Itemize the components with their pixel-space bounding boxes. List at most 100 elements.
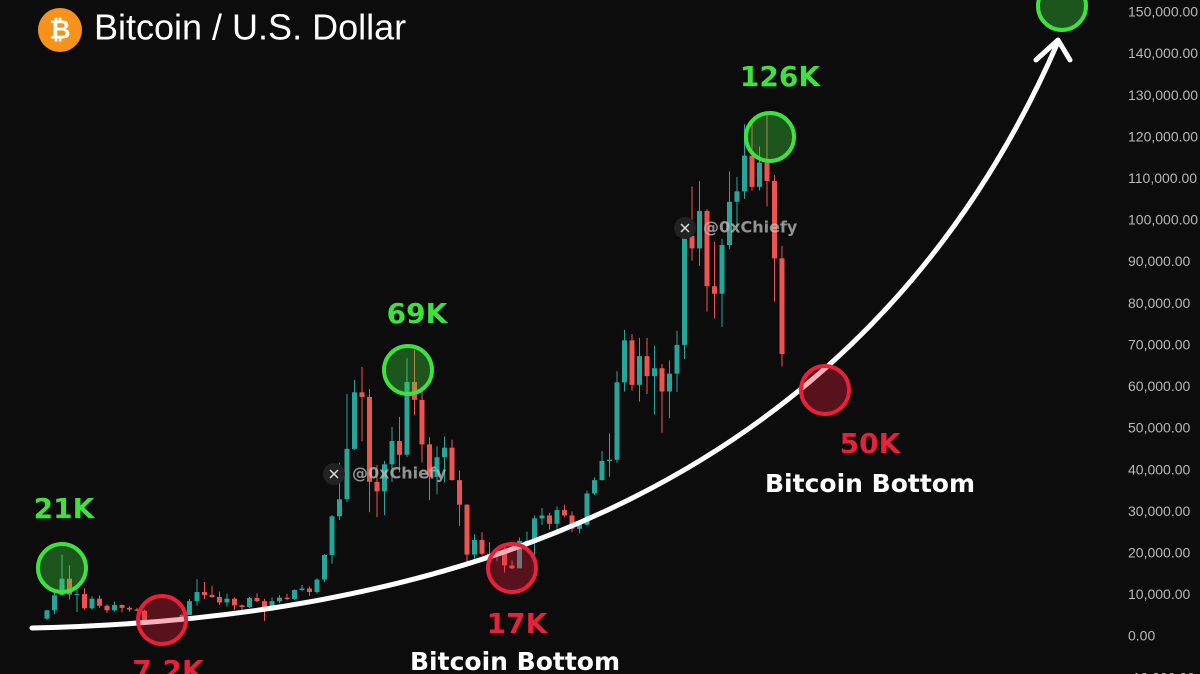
- candle-body: [727, 201, 732, 246]
- candle-body: [404, 381, 410, 455]
- candle-body: [239, 605, 245, 608]
- arrow-head: [1033, 37, 1073, 63]
- y-tick-label: 20,000.00: [1128, 544, 1190, 560]
- candle-body: [284, 597, 290, 599]
- x-icon-glyph: [329, 469, 339, 479]
- candle-body: [554, 510, 560, 524]
- candle-body: [547, 515, 552, 524]
- candle-body: [382, 464, 387, 492]
- candle-body: [202, 592, 207, 595]
- candle-body: [209, 594, 215, 598]
- candle-body: [134, 609, 140, 611]
- candle-body: [644, 356, 650, 377]
- candle-body: [52, 595, 57, 611]
- candle-body: [389, 441, 395, 465]
- candle-body: [217, 597, 222, 603]
- annotations: 21K 7.2K 69K 17K 126K 50K Bitcoin Bottom Bitcoi…: [34, 0, 1088, 674]
- candle-body: [742, 155, 747, 192]
- candle-body: [232, 598, 237, 606]
- candle-body: [667, 373, 672, 392]
- candle-body: [449, 447, 455, 481]
- candle-body: [262, 601, 267, 611]
- candle-body: [314, 579, 320, 593]
- candle-body: [187, 601, 192, 615]
- y-tick-label: 80,000.00: [1128, 295, 1190, 311]
- highlight-circle: [486, 542, 538, 594]
- logo: ₿: [49, 16, 70, 46]
- y-tick-label: 60,000.00: [1128, 378, 1190, 394]
- candle-body: [82, 594, 87, 609]
- candle-body: [779, 258, 785, 355]
- candle-body: [502, 551, 507, 566]
- y-tick-label: 90,000.00: [1128, 253, 1190, 269]
- y-tick-label: 110,000.00: [1128, 170, 1197, 186]
- candle-body: [67, 578, 72, 595]
- y-tick-label: 50,000.00: [1128, 420, 1190, 436]
- watermark: @0xChiefy: [352, 464, 447, 483]
- candle-body: [307, 588, 312, 593]
- candle-body: [112, 604, 117, 611]
- annotation: 126K: [740, 60, 821, 93]
- annotation: Bitcoin Bottom: [410, 647, 620, 674]
- annotation: Bitcoin Bottom: [765, 469, 975, 498]
- highlight-circle: [136, 594, 188, 646]
- candle-body: [119, 604, 125, 608]
- candle-body: [637, 356, 642, 385]
- candle-body: [464, 504, 470, 555]
- y-tick-label: 0.00: [1128, 628, 1155, 644]
- candle-body: [397, 441, 402, 455]
- x-icon-glyph: [680, 223, 690, 233]
- candle-body: [697, 210, 702, 249]
- candle-body: [44, 610, 50, 619]
- annotation: 50K: [840, 427, 902, 460]
- y-tick-label: 70,000.00: [1128, 336, 1190, 352]
- candle-body: [517, 540, 522, 569]
- highlight-circle: [36, 542, 88, 594]
- candle-body: [344, 448, 350, 500]
- title: Bitcoin / U.S. Dollar: [94, 7, 406, 48]
- candle-body: [374, 481, 380, 492]
- candle-body: [412, 381, 417, 400]
- candle-body: [367, 396, 372, 482]
- candle-body: [592, 480, 597, 494]
- candle-body: [757, 162, 762, 187]
- annotation: 69K: [387, 297, 449, 330]
- candle-body: [629, 340, 635, 385]
- candle-body: [59, 578, 65, 596]
- y-tick-label: 30,000.00: [1128, 503, 1190, 519]
- candle-body: [479, 540, 485, 554]
- candle-body: [142, 610, 147, 621]
- candle-body: [772, 180, 777, 259]
- candle-body: [359, 392, 365, 397]
- y-tick-label: 150,000.00: [1128, 4, 1198, 20]
- trend-arrow: [29, 39, 1061, 631]
- y-tick-label: 140,000.00: [1128, 45, 1198, 61]
- candle-body: [734, 191, 740, 202]
- highlight-circle: [382, 344, 434, 396]
- highlight-circle: [1036, 0, 1088, 32]
- candle-body: [337, 499, 342, 517]
- highlight-circle: [799, 364, 851, 416]
- y-tick-label: 100,000.00: [1128, 212, 1198, 228]
- highlight-circle: [744, 111, 796, 163]
- candle-body: [532, 518, 537, 541]
- y-tick-label: 130,000.00: [1128, 87, 1198, 103]
- annotation: 21K: [34, 492, 96, 525]
- candle-body: [562, 510, 567, 516]
- candle-body: [599, 460, 605, 481]
- candle-body: [299, 588, 305, 590]
- candle-body: [277, 597, 282, 602]
- candle-body: [74, 594, 80, 596]
- watermark: @0xChiefy: [703, 218, 798, 237]
- candle-body: [509, 565, 515, 569]
- candle-body: [89, 598, 95, 609]
- candle-body: [712, 286, 717, 294]
- candle-body: [292, 589, 297, 599]
- logo-circle: [38, 8, 82, 52]
- candle-body: [652, 368, 657, 377]
- candle-body: [104, 605, 110, 611]
- candle-body: [442, 447, 447, 458]
- candle-body: [254, 598, 260, 602]
- y-tick-label: 120,000.00: [1128, 128, 1198, 144]
